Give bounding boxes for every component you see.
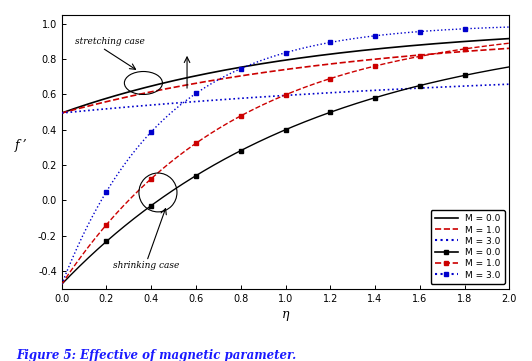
Text: stretching case: stretching case <box>75 37 145 46</box>
X-axis label: η: η <box>282 308 289 321</box>
Legend: M = 0.0, M = 1.0, M = 3.0, M = 0.0, M = 1.0, M = 3.0: M = 0.0, M = 1.0, M = 3.0, M = 0.0, M = … <box>430 210 505 284</box>
Text: shrinking case: shrinking case <box>113 261 180 270</box>
Y-axis label: f ’: f ’ <box>15 139 28 152</box>
Text: Figure 5: Effective of magnetic parameter.: Figure 5: Effective of magnetic paramete… <box>16 349 296 361</box>
